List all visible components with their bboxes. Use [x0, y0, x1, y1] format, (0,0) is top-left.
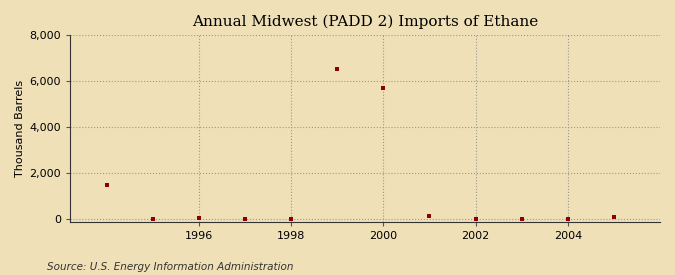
- Text: Source: U.S. Energy Information Administration: Source: U.S. Energy Information Administ…: [47, 262, 294, 272]
- Point: [240, 217, 250, 221]
- Point: [562, 217, 573, 221]
- Point: [194, 216, 205, 221]
- Point: [470, 216, 481, 221]
- Point: [101, 183, 112, 187]
- Point: [424, 214, 435, 218]
- Point: [378, 86, 389, 90]
- Title: Annual Midwest (PADD 2) Imports of Ethane: Annual Midwest (PADD 2) Imports of Ethan…: [192, 15, 538, 29]
- Point: [286, 217, 296, 221]
- Point: [332, 67, 343, 72]
- Y-axis label: Thousand Barrels: Thousand Barrels: [15, 80, 25, 177]
- Point: [608, 215, 619, 219]
- Point: [147, 217, 158, 221]
- Point: [516, 217, 527, 221]
